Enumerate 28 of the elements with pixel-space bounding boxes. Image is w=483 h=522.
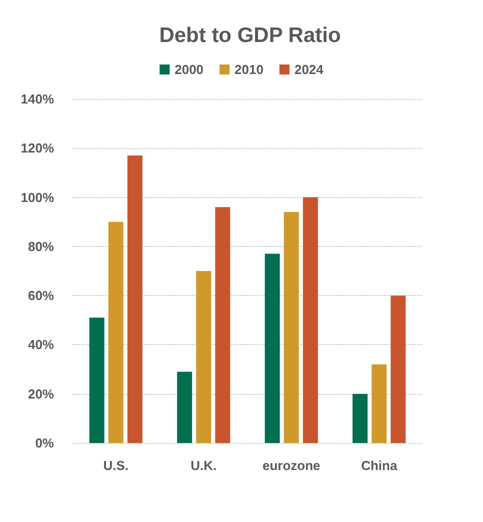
bar — [372, 364, 387, 443]
y-tick-label: 140% — [20, 92, 54, 106]
legend-label: 2024 — [294, 62, 324, 77]
bar — [352, 394, 368, 443]
y-tick-label: 120% — [20, 140, 54, 156]
y-tick-label: 0% — [35, 436, 54, 450]
bar — [89, 318, 104, 443]
bar — [196, 271, 212, 443]
bar — [108, 222, 124, 443]
y-tick-label: 100% — [20, 190, 54, 205]
y-tick-label: 20% — [28, 386, 54, 402]
bar — [284, 212, 299, 443]
chart-title: Debt to GDP Ratio — [159, 24, 341, 47]
bar — [264, 254, 280, 443]
y-tick-label: 40% — [28, 337, 54, 352]
x-tick-label: eurozone — [262, 458, 320, 473]
legend-label: 2010 — [234, 62, 264, 77]
bar — [390, 296, 406, 443]
x-tick-label: China — [361, 458, 398, 473]
bar — [302, 197, 318, 443]
x-tick-label: U.K. — [190, 458, 217, 473]
bar — [215, 207, 230, 443]
legend-label: 2000 — [174, 62, 204, 77]
bar — [127, 156, 142, 443]
y-tick-label: 80% — [28, 238, 54, 254]
bar — [177, 372, 192, 443]
y-tick-label: 60% — [28, 288, 54, 304]
x-tick-label: U.S. — [103, 458, 129, 473]
